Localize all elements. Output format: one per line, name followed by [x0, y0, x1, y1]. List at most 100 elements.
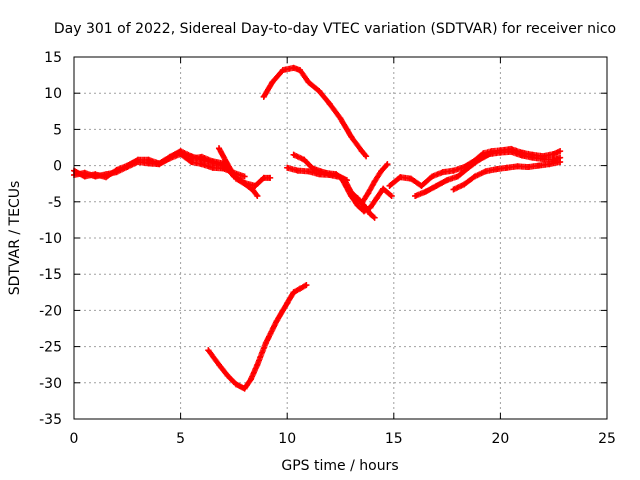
- data-point: [316, 88, 323, 95]
- data-point: [294, 167, 301, 174]
- series-track-5: [260, 64, 370, 160]
- data-point: [365, 190, 372, 197]
- y-tick-label: -25: [39, 340, 62, 356]
- data-point: [284, 300, 291, 307]
- data-point: [284, 164, 291, 171]
- data-point: [388, 193, 395, 200]
- data-point: [493, 166, 500, 173]
- data-point: [296, 285, 303, 292]
- data-point: [486, 151, 493, 158]
- series-track-4: [215, 145, 261, 200]
- data-point: [233, 175, 240, 182]
- data-point: [250, 187, 257, 194]
- data-point: [503, 164, 510, 171]
- data-point: [422, 188, 429, 195]
- y-tick-label: 15: [44, 50, 62, 66]
- data-point: [557, 148, 564, 155]
- plot-area: [71, 64, 564, 392]
- series-track-9: [339, 177, 395, 215]
- data-point: [305, 168, 312, 175]
- data-point: [461, 181, 468, 188]
- y-tick-label: 5: [53, 122, 62, 138]
- data-point: [540, 156, 547, 163]
- data-point: [386, 182, 393, 189]
- data-point: [233, 381, 240, 388]
- x-axis-label: GPS time / hours: [281, 458, 398, 474]
- y-tick-label: -30: [39, 376, 62, 392]
- data-point: [279, 67, 286, 74]
- data-point: [397, 174, 404, 181]
- data-point: [535, 162, 542, 169]
- data-point: [209, 164, 216, 171]
- data-point: [102, 174, 109, 181]
- data-point: [322, 169, 329, 176]
- data-point: [177, 148, 184, 155]
- data-point: [145, 156, 152, 163]
- data-point: [166, 153, 173, 160]
- data-point: [454, 173, 461, 180]
- data-point: [303, 282, 310, 289]
- data-point: [188, 155, 195, 162]
- data-point: [305, 79, 312, 86]
- data-point: [254, 361, 261, 368]
- data-point: [301, 156, 308, 163]
- data-point: [371, 214, 378, 221]
- y-tick-label: -15: [39, 267, 62, 283]
- data-point: [476, 156, 483, 163]
- data-point: [205, 347, 212, 354]
- x-tick-label: 0: [70, 431, 79, 447]
- data-point: [260, 174, 267, 181]
- data-point: [465, 164, 472, 171]
- data-point: [92, 171, 99, 178]
- data-point: [380, 185, 387, 192]
- data-point: [371, 178, 378, 185]
- data-point: [471, 173, 478, 180]
- data-point: [262, 339, 269, 346]
- data-point: [450, 186, 457, 193]
- y-tick-label: 0: [53, 159, 62, 175]
- x-tick-label: 15: [385, 431, 403, 447]
- data-point: [367, 204, 374, 211]
- data-point: [514, 163, 521, 170]
- data-point: [81, 173, 88, 180]
- data-point: [433, 182, 440, 189]
- data-point: [296, 67, 303, 74]
- data-point: [358, 200, 365, 207]
- data-point: [326, 101, 333, 108]
- chart-title: Day 301 of 2022, Sidereal Day-to-day VTE…: [54, 21, 616, 37]
- data-point: [429, 173, 436, 180]
- data-point: [134, 156, 141, 163]
- data-point: [224, 372, 231, 379]
- y-axis: 15 10 5 0 -5 -10 -15 -20 -25 -30 -35: [39, 50, 607, 428]
- data-point: [550, 151, 557, 158]
- x-axis: 0 5 10 15 20 25: [70, 57, 616, 447]
- data-point: [337, 115, 344, 122]
- data-point: [360, 208, 367, 215]
- data-point: [546, 161, 553, 168]
- data-point: [333, 171, 340, 178]
- series-track: [205, 282, 310, 392]
- data-point: [557, 158, 564, 165]
- data-point: [260, 93, 267, 100]
- x-tick-label: 20: [491, 431, 509, 447]
- data-point: [215, 361, 222, 368]
- data-point: [348, 193, 355, 200]
- y-tick-label: -35: [39, 412, 62, 428]
- x-tick-label: 5: [176, 431, 185, 447]
- data-point: [290, 64, 297, 71]
- data-point: [439, 169, 446, 176]
- data-point: [269, 79, 276, 86]
- data-point: [373, 195, 380, 202]
- data-point: [209, 158, 216, 165]
- data-point: [241, 180, 248, 187]
- data-point: [358, 148, 365, 155]
- data-point: [215, 145, 222, 152]
- y-axis-label: SDTVAR / TECUs: [7, 181, 23, 296]
- data-point: [339, 177, 346, 184]
- data-point: [247, 376, 254, 383]
- data-point: [529, 154, 536, 161]
- data-point: [418, 182, 425, 189]
- data-point: [273, 318, 280, 325]
- data-point: [113, 166, 120, 173]
- x-tick-label: 10: [278, 431, 296, 447]
